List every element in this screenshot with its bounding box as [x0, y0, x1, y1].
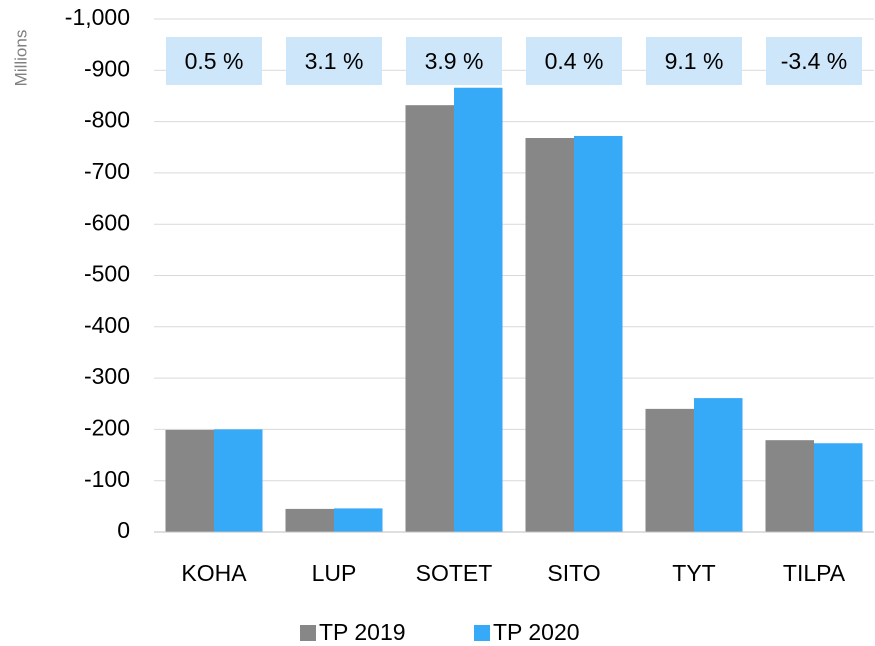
y-tick-label: -500 [84, 261, 130, 287]
annotation-box [766, 37, 862, 85]
annotation: 3.9 % [425, 48, 484, 74]
bar [525, 138, 574, 533]
bar [165, 429, 214, 532]
bar [574, 135, 623, 533]
annotation: 9.1 % [665, 48, 724, 74]
annotation: 0.4 % [545, 48, 604, 74]
y-tick-label: -900 [84, 55, 130, 81]
x-tick-label: KOHA [181, 560, 247, 586]
legend-swatch [300, 625, 316, 641]
bar [694, 398, 743, 532]
x-tick-label: SITO [547, 560, 600, 586]
bar [285, 508, 334, 532]
y-unit-label: Millions [11, 30, 30, 87]
annotation: 3.1 % [305, 48, 364, 74]
x-tick-label: TYT [672, 560, 715, 586]
x-tick-label: SOTET [416, 560, 493, 586]
annotation-box [286, 37, 382, 85]
y-tick-label: -800 [84, 107, 130, 133]
y-tick-label: -700 [84, 158, 130, 184]
annotation-box [646, 37, 742, 85]
y-tick-label: -600 [84, 209, 130, 235]
y-tick-label: -400 [84, 312, 130, 338]
annotation: -3.4 % [781, 48, 847, 74]
legend-label: TP 2020 [493, 619, 580, 645]
y-tick-label: -100 [84, 466, 130, 492]
bar [454, 87, 503, 532]
annotation: 0.5 % [185, 48, 244, 74]
bar [405, 105, 454, 533]
bar [765, 440, 814, 532]
annotation-box [406, 37, 502, 85]
bar [645, 408, 694, 532]
x-tick-label: TILPA [783, 560, 846, 586]
y-tick-label: -200 [84, 414, 130, 440]
annotation-box [166, 37, 262, 85]
y-tick-label: -1,000 [65, 4, 130, 30]
legend-swatch [474, 625, 490, 641]
y-tick-label: 0 [117, 517, 130, 543]
x-tick-label: LUP [312, 560, 357, 586]
bar [814, 443, 863, 532]
annotation-box [526, 37, 622, 85]
bar [334, 508, 383, 532]
bar [214, 429, 263, 532]
y-tick-label: -300 [84, 363, 130, 389]
legend-label: TP 2019 [319, 619, 406, 645]
